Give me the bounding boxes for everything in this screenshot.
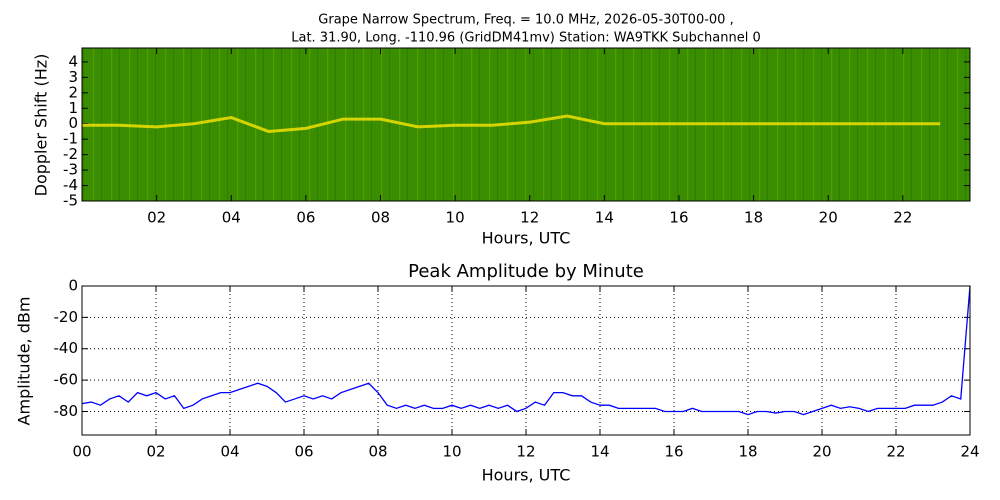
y-tick-label: -2 bbox=[63, 145, 78, 163]
x-tick-label: 12 bbox=[520, 209, 539, 227]
x-tick-label: 20 bbox=[819, 209, 838, 227]
y-tick-label: -40 bbox=[54, 339, 79, 357]
x-tick-label: 18 bbox=[744, 209, 763, 227]
y-tick-label: 1 bbox=[68, 99, 78, 117]
y-tick-label: -1 bbox=[63, 130, 78, 148]
x-tick-label: 22 bbox=[893, 209, 912, 227]
x-tick-label: 16 bbox=[664, 443, 683, 461]
x-tick-label: 14 bbox=[595, 209, 614, 227]
amplitude-line bbox=[81, 285, 971, 416]
x-tick-label: 02 bbox=[147, 209, 166, 227]
y-tick-label: -4 bbox=[63, 176, 78, 194]
x-tick-label: 04 bbox=[220, 443, 239, 461]
y-tick-label: 0 bbox=[68, 114, 78, 132]
x-tick-label: 06 bbox=[294, 443, 313, 461]
y-axis-label: Amplitude, dBm bbox=[15, 297, 34, 426]
x-tick-label: 10 bbox=[442, 443, 461, 461]
x-tick-label: 04 bbox=[222, 209, 241, 227]
x-tick-label: 20 bbox=[812, 443, 831, 461]
x-axis-label: Hours, UTC bbox=[482, 466, 571, 485]
x-tick-label: 08 bbox=[371, 209, 390, 227]
x-tick-label: 12 bbox=[516, 443, 535, 461]
y-tick-label: -20 bbox=[54, 308, 79, 326]
x-tick-label: 14 bbox=[590, 443, 609, 461]
y-tick-label: -5 bbox=[63, 192, 78, 210]
x-tick-label: 08 bbox=[368, 443, 387, 461]
doppler-trace bbox=[82, 114, 941, 133]
x-tick-label: 24 bbox=[960, 443, 979, 461]
y-tick-label: 4 bbox=[68, 52, 78, 70]
chart-subtitle: Lat. 31.90, Long. -110.96 (GridDM41mv) S… bbox=[291, 31, 761, 46]
x-tick-label: 18 bbox=[738, 443, 757, 461]
chart-title: Grape Narrow Spectrum, Freq. = 10.0 MHz,… bbox=[318, 13, 733, 28]
y-tick-label: -3 bbox=[63, 161, 78, 179]
plot-frame bbox=[81, 47, 971, 202]
x-tick-label: 06 bbox=[296, 209, 315, 227]
x-tick-label: 16 bbox=[669, 209, 688, 227]
y-tick-label: 3 bbox=[68, 68, 78, 86]
x-axis-label: Hours, UTC bbox=[482, 229, 571, 248]
x-tick-label: 02 bbox=[146, 443, 165, 461]
x-tick-label: 10 bbox=[446, 209, 465, 227]
y-tick-label: 2 bbox=[68, 83, 78, 101]
y-axis-label: Doppler Shift (Hz) bbox=[32, 54, 51, 197]
y-tick-label: -60 bbox=[54, 371, 79, 389]
x-tick-label: 22 bbox=[886, 443, 905, 461]
x-tick-label: 00 bbox=[72, 443, 91, 461]
chart-title: Peak Amplitude by Minute bbox=[408, 261, 644, 282]
y-tick-label: 0 bbox=[68, 277, 78, 295]
y-tick-label: -80 bbox=[54, 402, 79, 420]
plot-frame bbox=[81, 285, 971, 436]
